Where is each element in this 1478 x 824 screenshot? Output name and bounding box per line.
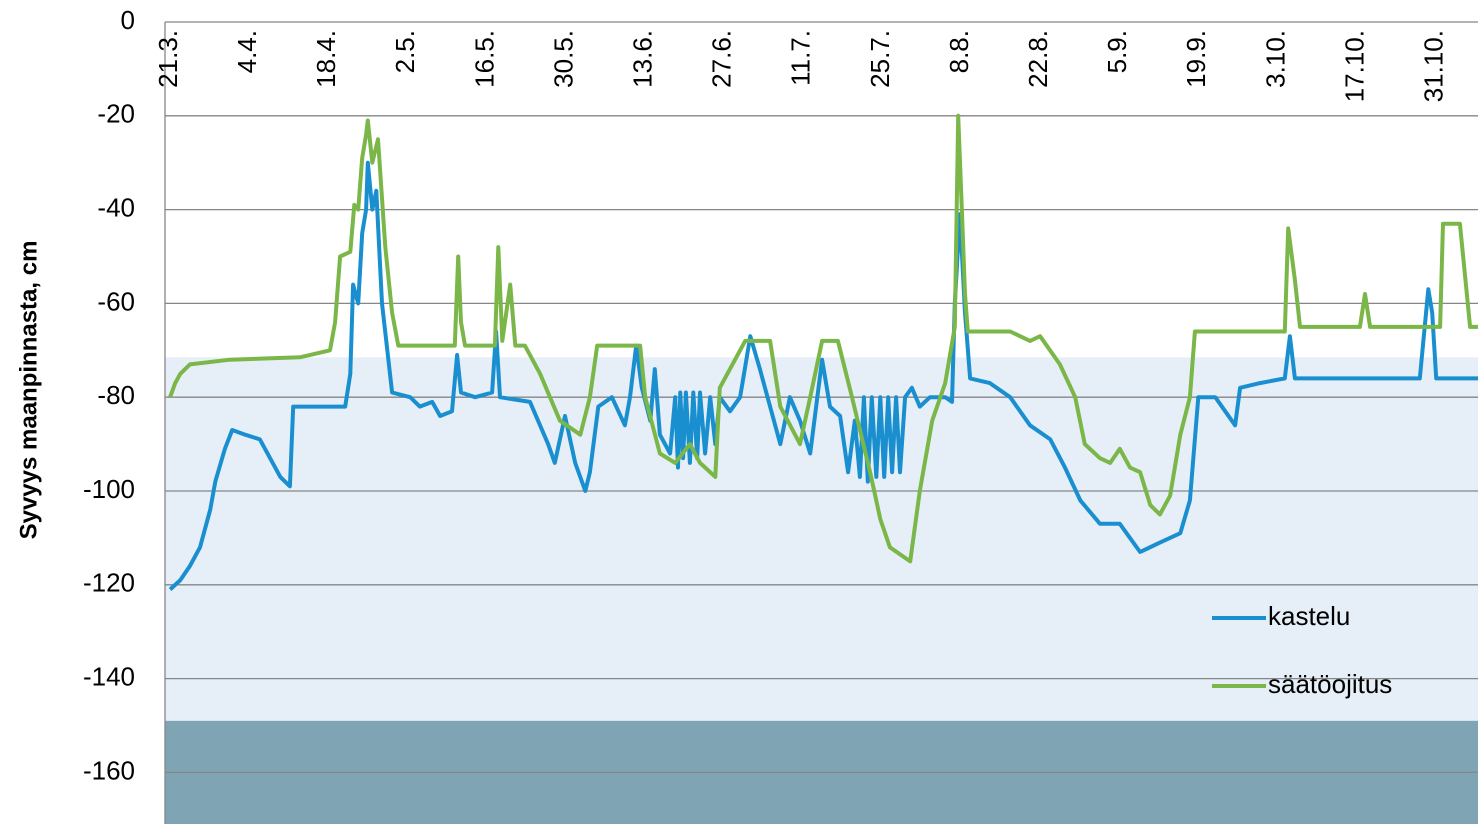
- line: [168, 113, 1478, 564]
- x-tick-label: 17.10.: [1339, 30, 1369, 102]
- y-tick-label: -120: [83, 568, 135, 598]
- x-tick-label: 11.7.: [786, 30, 816, 86]
- x-tick-label: 31.10.: [1419, 30, 1449, 102]
- x-tick-label: 19.9.: [1181, 30, 1211, 88]
- x-tick-label: 25.7.: [865, 30, 895, 88]
- x-tick-label: 4.4.: [232, 30, 262, 73]
- y-tick-label: -160: [83, 755, 135, 785]
- y-tick-label: -40: [97, 192, 135, 222]
- x-tick-label: 2.5.: [390, 30, 420, 73]
- y-tick-label: -80: [97, 380, 135, 410]
- y-tick-label: -60: [97, 286, 135, 316]
- band: [165, 357, 1478, 721]
- y-tick-label: -20: [97, 99, 135, 129]
- x-tick-label: 21.3.: [153, 30, 183, 88]
- y-tick-label: -140: [83, 661, 135, 691]
- x-tick-label: 30.5.: [548, 30, 578, 88]
- x-tick-label: 16.5.: [469, 30, 499, 88]
- x-tick-label: 8.8.: [944, 30, 974, 73]
- x-tick-label: 3.10.: [1260, 30, 1290, 88]
- y-tick-label: -100: [83, 474, 135, 504]
- legend-label: kastelu: [1268, 601, 1350, 631]
- x-tick-label: 22.8.: [1023, 30, 1053, 88]
- y-axis-title: Syvyys maanpinnasta, cm: [15, 241, 42, 540]
- legend-label: säätöojitus: [1268, 669, 1392, 699]
- x-tick-label: 18.4.: [311, 30, 341, 88]
- x-tick-label: 5.9.: [1102, 30, 1132, 73]
- x-tick-label: 27.6.: [707, 30, 737, 88]
- y-tick-label: 0: [121, 5, 135, 35]
- x-tick-label: 13.6.: [628, 30, 658, 88]
- line: [168, 160, 1478, 591]
